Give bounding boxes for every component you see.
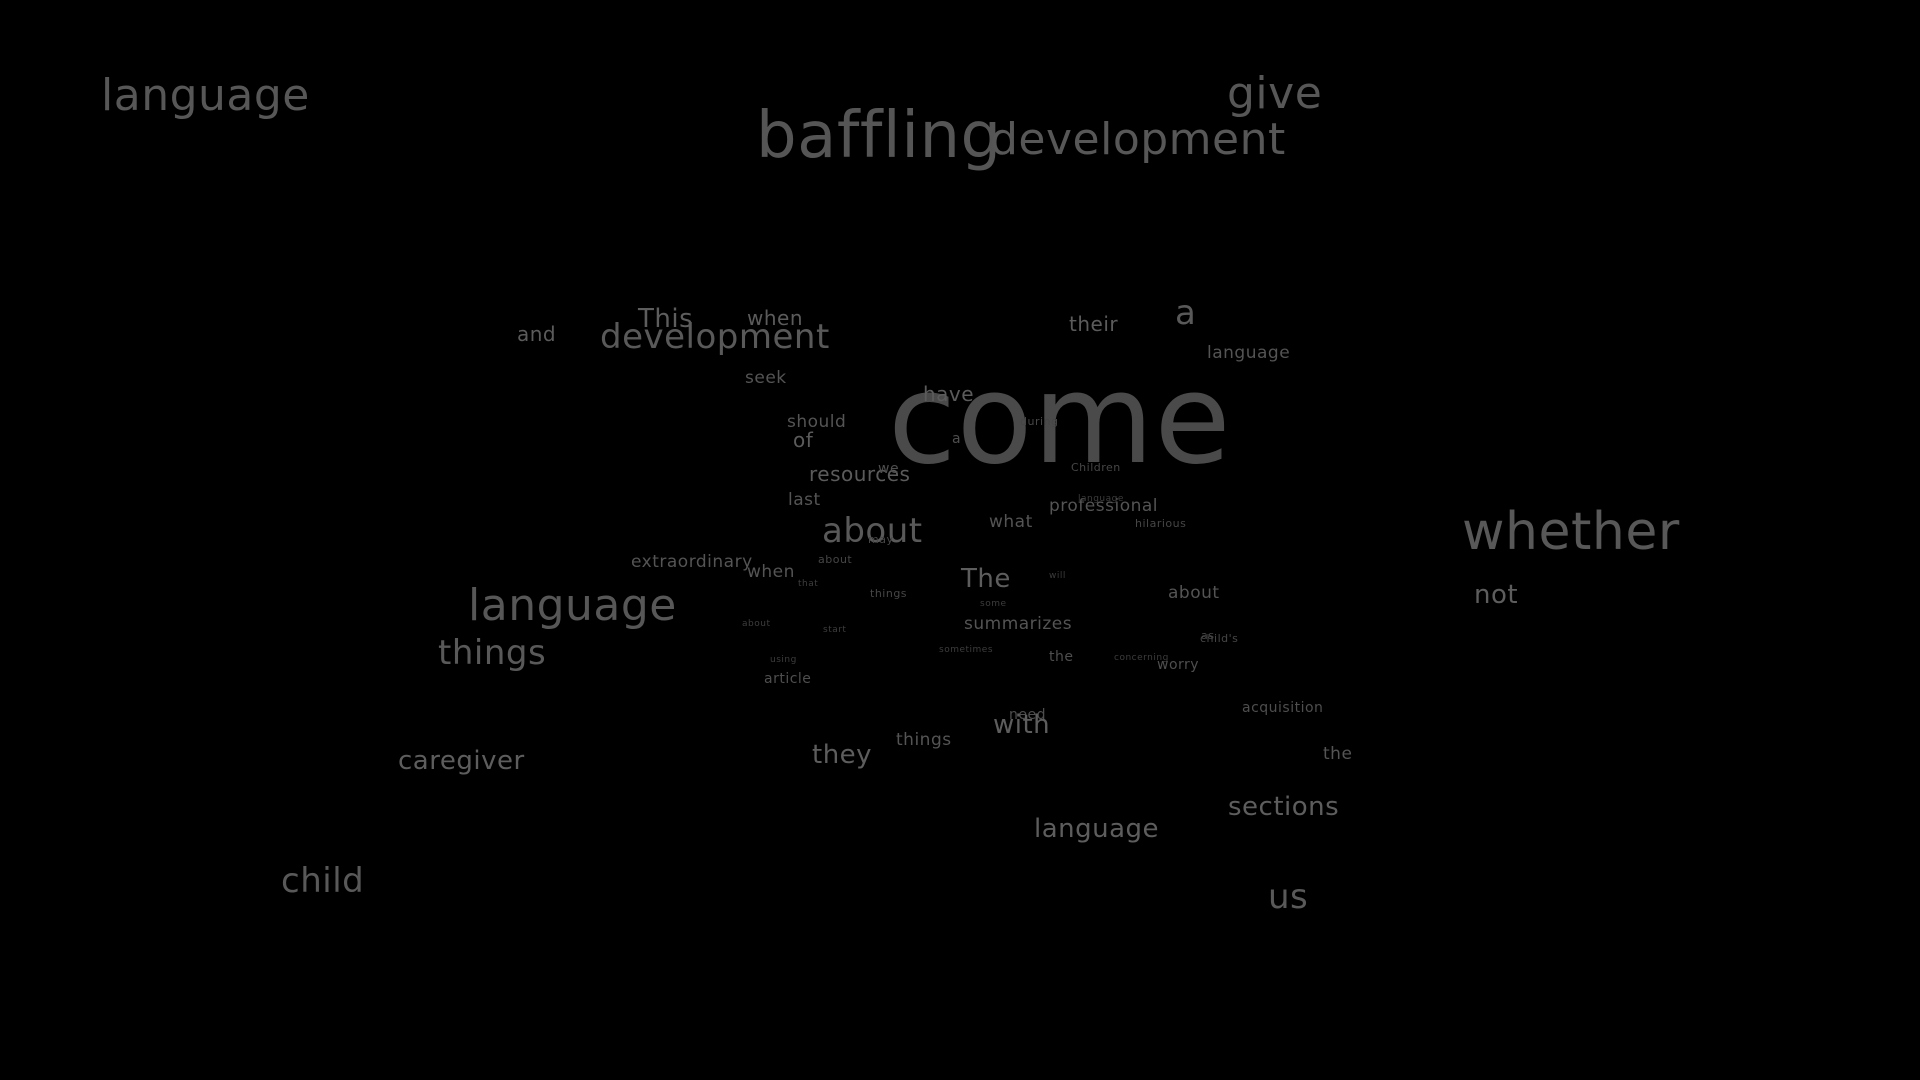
word-us: us [1268,877,1309,917]
word-will: will [1049,571,1066,581]
word-give: give [1227,68,1323,119]
word-during: during [1020,415,1059,428]
word-things-low: things [896,730,952,750]
word-using: using [770,655,797,665]
word-language-mid: language [468,580,677,631]
word-seek: seek [745,368,787,388]
word-with: with [993,710,1051,740]
word-things-mid: things [870,587,908,600]
word-when-mid: when [747,562,795,582]
word-language-right: language [1207,343,1291,363]
word-language-small: language [1078,494,1124,504]
word-have: have [923,382,975,406]
word-things-left: things [438,633,547,673]
word-children: Children [1071,461,1121,474]
word-may: may [868,533,894,546]
word-professional: professional [1049,496,1159,516]
word-some: some [980,599,1007,609]
word-they: they [812,740,873,770]
word-the-mid: the [1049,649,1074,665]
word-their: their [1069,312,1119,336]
word-what: what [989,512,1033,532]
word-we: we [878,461,900,477]
word-when-top: when [747,306,804,330]
word-language-low: language [1034,814,1160,844]
word-extraordinary: extraordinary [631,552,753,572]
word-need: need [1009,707,1046,723]
word-resources: resources [809,462,911,486]
word-childs: child's [1200,632,1239,645]
word-a: a [1175,293,1197,333]
word-that: that [798,579,819,589]
word-start: start [823,625,847,635]
word-not: not [1474,580,1519,610]
word-this: This [638,304,694,334]
word-of: of [793,428,814,452]
word-article: article [764,671,812,687]
word-language-topleft: language [101,70,310,121]
word-the-cap: The [961,564,1011,594]
word-come: come [888,348,1232,492]
word-baffling: baffling [756,99,1002,173]
word-sometimes: sometimes [939,645,994,655]
word-summarizes: summarizes [964,614,1073,634]
word-last: last [788,490,821,510]
word-about-big: about [822,511,923,551]
word-and: and [517,322,557,346]
word-sections: sections [1228,792,1340,822]
word-hilarious: hilarious [1135,517,1187,530]
word-about-right: about [1168,583,1220,603]
word-caregiver: caregiver [398,746,525,776]
word-whether: whether [1462,502,1680,562]
word-acquisition: acquisition [1242,700,1324,716]
word-as: as [1201,629,1215,642]
word-about-small1: about [818,553,853,566]
word-child: child [281,861,365,901]
word-a-small: a [952,431,962,447]
word-the-right: the [1323,744,1353,764]
word-about-small2: about [742,619,771,629]
word-development-mid: development [600,317,830,357]
word-worry: worry [1157,657,1200,673]
word-development-top: development [990,114,1286,165]
word-concerning: concerning [1114,653,1169,663]
word-should: should [787,412,847,432]
